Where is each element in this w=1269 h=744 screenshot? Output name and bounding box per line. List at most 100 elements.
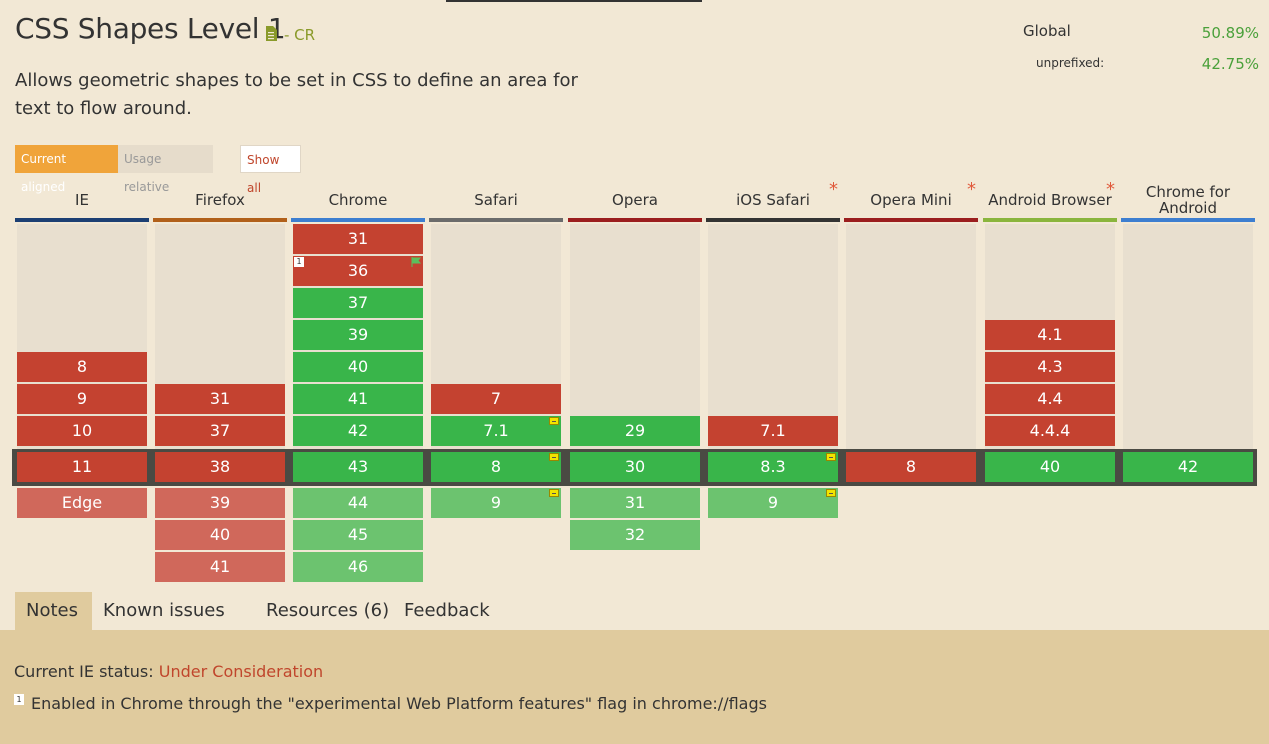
version-label: 37 bbox=[209, 421, 231, 440]
version-cell[interactable]: 32 bbox=[570, 520, 700, 550]
version-label: 7 bbox=[490, 389, 502, 408]
version-label: 38 bbox=[209, 457, 231, 476]
version-cell[interactable]: 41 bbox=[155, 552, 285, 582]
version-cell[interactable]: 7.1 bbox=[708, 416, 838, 446]
version-cell[interactable]: 37 bbox=[293, 288, 423, 318]
version-label: 9 bbox=[490, 493, 502, 512]
ie-status-link[interactable]: Under Consideration bbox=[158, 662, 324, 681]
partial-support-icon bbox=[549, 453, 559, 461]
tab-notes[interactable]: Notes bbox=[15, 592, 95, 630]
version-cell[interactable]: 30 bbox=[570, 452, 700, 482]
version-label: 45 bbox=[347, 525, 369, 544]
version-cell[interactable]: 4.4.4 bbox=[985, 416, 1115, 446]
version-cell[interactable]: 40 bbox=[155, 520, 285, 550]
version-label: 9 bbox=[76, 389, 88, 408]
version-cell[interactable]: 9 bbox=[708, 488, 838, 518]
version-cell[interactable]: 45 bbox=[293, 520, 423, 550]
version-cell[interactable]: 29 bbox=[570, 416, 700, 446]
ie-status: Current IE status: Under Consideration bbox=[14, 662, 323, 681]
version-label: Edge bbox=[61, 493, 103, 512]
version-label: 9 bbox=[767, 493, 779, 512]
version-cell[interactable]: 40 bbox=[293, 352, 423, 382]
version-cell[interactable]: 7 bbox=[431, 384, 561, 414]
show-all-button[interactable]: Show all bbox=[240, 145, 301, 195]
version-cell[interactable]: 38 bbox=[155, 452, 285, 482]
version-label: 7.1 bbox=[760, 421, 786, 440]
version-cell[interactable]: 40 bbox=[985, 452, 1115, 482]
tab-feedback[interactable]: Feedback bbox=[393, 592, 503, 630]
column-background-opera-mini bbox=[846, 224, 976, 449]
version-cell[interactable]: 8 bbox=[846, 452, 976, 482]
version-cell[interactable]: 8.3 bbox=[708, 452, 838, 482]
browser-header-ie[interactable]: IE bbox=[15, 182, 149, 222]
version-cell[interactable]: 9 bbox=[431, 488, 561, 518]
version-cell[interactable]: 7.1 bbox=[431, 416, 561, 446]
version-label: 8 bbox=[76, 357, 88, 376]
browser-header-ios-safari[interactable]: iOS Safari * bbox=[706, 181, 840, 222]
version-label: 39 bbox=[209, 493, 231, 512]
browser-header-chrome[interactable]: Chrome bbox=[291, 182, 425, 222]
note-star-icon: * bbox=[967, 179, 976, 200]
version-label: 4.1 bbox=[1037, 325, 1063, 344]
version-cell[interactable]: 41 bbox=[293, 384, 423, 414]
version-label: 44 bbox=[347, 493, 369, 512]
browser-name: Opera bbox=[612, 191, 658, 209]
version-cell[interactable]: 43 bbox=[293, 452, 423, 482]
browser-header-firefox[interactable]: Firefox bbox=[153, 182, 287, 222]
version-cell[interactable]: 44 bbox=[293, 488, 423, 518]
browser-header-opera[interactable]: Opera bbox=[568, 182, 702, 222]
version-label: 39 bbox=[347, 325, 369, 344]
browser-header-safari[interactable]: Safari bbox=[429, 182, 563, 222]
document-icon[interactable] bbox=[265, 26, 277, 41]
version-cell[interactable]: 4.4 bbox=[985, 384, 1115, 414]
browser-header-android-browser[interactable]: Android Browser * bbox=[983, 179, 1117, 222]
usage-global-label: Global bbox=[1023, 22, 1071, 40]
version-label: 37 bbox=[347, 293, 369, 312]
version-label: 8.3 bbox=[760, 457, 786, 476]
usage-unprefixed-value: 42.75% bbox=[1201, 55, 1259, 73]
version-cell[interactable]: 8 bbox=[431, 452, 561, 482]
version-label: 10 bbox=[71, 421, 93, 440]
column-background-chrome-for-android bbox=[1123, 224, 1253, 449]
version-cell[interactable]: Edge bbox=[17, 488, 147, 518]
note-number-badge: 1 bbox=[294, 257, 304, 267]
partial-support-icon bbox=[826, 489, 836, 497]
note-number: 1 bbox=[14, 694, 24, 705]
version-cell[interactable]: 39 bbox=[155, 488, 285, 518]
version-label: 29 bbox=[624, 421, 646, 440]
spec-status: - CR bbox=[284, 26, 316, 44]
version-cell[interactable]: 9 bbox=[17, 384, 147, 414]
version-cell[interactable]: 42 bbox=[1123, 452, 1253, 482]
version-cell[interactable]: 31 bbox=[570, 488, 700, 518]
version-label: 31 bbox=[209, 389, 231, 408]
version-cell[interactable]: 11 bbox=[17, 452, 147, 482]
version-label: 36 bbox=[347, 261, 369, 280]
ie-status-label: Current IE status: bbox=[14, 662, 154, 681]
version-cell[interactable]: 31 bbox=[293, 224, 423, 254]
note-text: Enabled in Chrome through the "experimen… bbox=[31, 694, 767, 713]
version-cell[interactable]: 10 bbox=[17, 416, 147, 446]
version-cell[interactable]: 4.3 bbox=[985, 352, 1115, 382]
browser-name: iOS Safari bbox=[736, 191, 810, 209]
version-cell[interactable]: 31 bbox=[155, 384, 285, 414]
version-cell[interactable]: 8 bbox=[17, 352, 147, 382]
browser-header-opera-mini[interactable]: Opera Mini * bbox=[844, 179, 978, 222]
version-cell[interactable]: 46 bbox=[293, 552, 423, 582]
browser-header-chrome-for-android[interactable]: Chrome for Android bbox=[1121, 182, 1255, 222]
usage-relative-button[interactable]: Usage relative bbox=[118, 145, 213, 194]
tab-known-issues[interactable]: Known issues (0) bbox=[92, 592, 252, 659]
note-star-icon: * bbox=[1106, 179, 1115, 200]
version-cell[interactable]: 4.1 bbox=[985, 320, 1115, 350]
tab-resources[interactable]: Resources (6) bbox=[255, 592, 390, 630]
version-label: 43 bbox=[347, 457, 369, 476]
version-cell[interactable]: 36 1 bbox=[293, 256, 423, 286]
version-cell[interactable]: 37 bbox=[155, 416, 285, 446]
version-label: 32 bbox=[624, 525, 646, 544]
current-aligned-button[interactable]: Current aligned bbox=[15, 145, 118, 194]
version-cell[interactable]: 42 bbox=[293, 416, 423, 446]
usage-global-value: 50.89% bbox=[1201, 24, 1259, 42]
version-label: 4.4.4 bbox=[1029, 421, 1071, 440]
version-label: 42 bbox=[1177, 457, 1199, 476]
version-cell[interactable]: 39 bbox=[293, 320, 423, 350]
feature-title: CSS Shapes Level 1 bbox=[15, 12, 286, 45]
